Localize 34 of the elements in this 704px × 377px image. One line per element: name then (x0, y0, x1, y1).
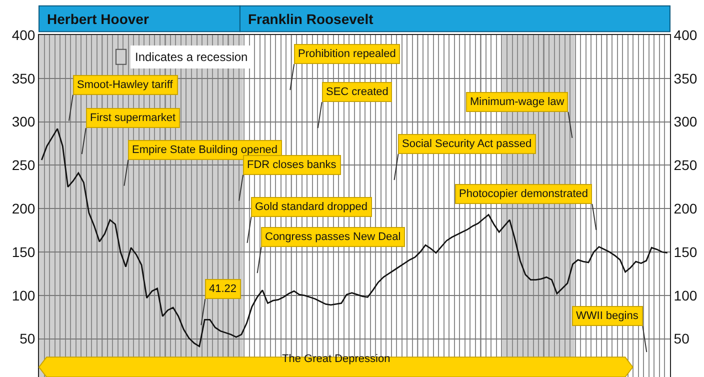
y-tick-label: 100 (12, 287, 36, 304)
annotation: FDR closes banks (247, 159, 337, 171)
annotation: SEC created (326, 86, 388, 98)
line-series (40, 128, 668, 348)
annotation: Congress passes New Deal (265, 231, 401, 243)
annotation: Gold standard dropped (255, 201, 368, 213)
annotation: Prohibition repealed (298, 48, 396, 60)
annotation: Social Security Act passed (402, 138, 532, 150)
annotation: The Great Depression (282, 353, 390, 365)
y2-tick-label: 400 (674, 26, 698, 43)
y2-tick-label: 200 (674, 200, 698, 216)
annotation: Indicates a recession (135, 50, 248, 64)
y-tick-label: 350 (12, 70, 36, 86)
annotation: Empire State Building opened (132, 144, 278, 156)
y2-tick-label: 350 (674, 70, 698, 86)
y-tick-label: 300 (12, 114, 36, 130)
text: Herbert Hoover (47, 11, 150, 27)
y-tick-label: 150 (12, 244, 36, 260)
y2-tick-label: 250 (674, 157, 698, 174)
annotation: Minimum-wage law (470, 96, 564, 108)
y-tick-label: 250 (12, 157, 36, 174)
annotation: First supermarket (90, 112, 176, 124)
y-tick-label: 400 (12, 26, 36, 43)
y2-tick-label: 150 (674, 244, 698, 260)
y2-tick-label: 50 (674, 330, 690, 347)
y-tick-label: 50 (20, 330, 36, 347)
y-tick-label: 200 (12, 200, 36, 216)
annotation: Photocopier demonstrated (459, 188, 588, 200)
y2-tick-label: 100 (674, 287, 698, 304)
annotation: Smoot-Hawley tariff (77, 79, 174, 91)
annotation: 41.22 (209, 283, 237, 295)
annotation: WWII begins (576, 310, 639, 322)
text: Franklin Roosevelt (248, 11, 374, 27)
y2-tick-label: 300 (674, 114, 698, 130)
